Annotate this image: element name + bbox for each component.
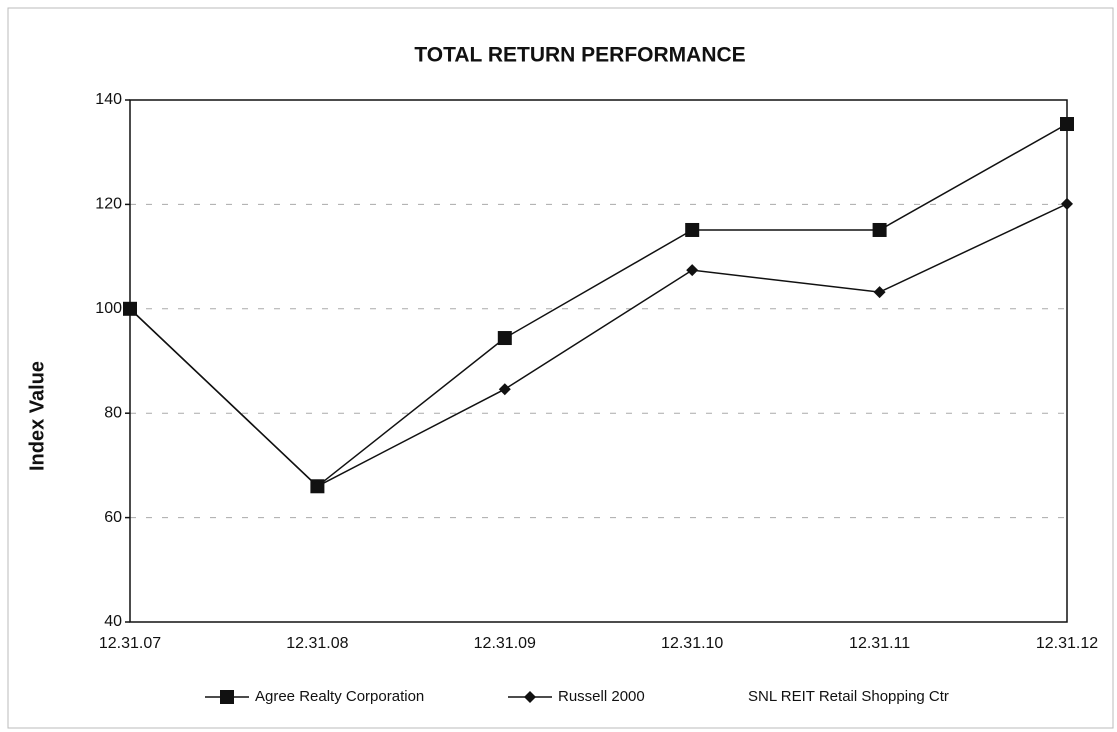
data-point [1060, 117, 1074, 132]
legend-label: SNL REIT Retail Shopping Ctr [748, 688, 949, 705]
chart-title: TOTAL RETURN PERFORMANCE [414, 44, 745, 67]
data-point [685, 222, 700, 237]
x-tick-label: 12.31.09 [474, 635, 536, 652]
x-tick-label: 12.31.12 [1036, 635, 1098, 652]
y-tick-label: 120 [95, 196, 122, 213]
y-tick-label: 60 [104, 509, 122, 526]
legend-label: Agree Realty Corporation [255, 688, 424, 705]
data-point [1061, 197, 1073, 210]
data-point [124, 302, 136, 315]
x-tick-label: 12.31.11 [849, 635, 910, 652]
legend-label: Russell 2000 [558, 688, 645, 705]
series-line [129, 123, 1068, 488]
legend-marker [524, 691, 536, 703]
data-point [872, 222, 887, 237]
x-tick-label: 12.31.10 [661, 635, 723, 652]
x-tick-label: 12.31.07 [99, 635, 161, 652]
plot-area [129, 99, 1068, 623]
y-tick-label: 100 [95, 300, 122, 317]
data-point [873, 286, 886, 299]
y-tick-label: 140 [95, 91, 122, 108]
data-point [498, 383, 511, 396]
legend-marker [220, 690, 234, 704]
data-point [686, 264, 699, 277]
y-tick-label: 40 [104, 613, 122, 630]
y-axis-label: Index Value [26, 361, 48, 471]
y-tick-label: 80 [104, 404, 122, 421]
frame [7, 7, 1114, 729]
series-line [129, 203, 1068, 488]
data-point [497, 331, 512, 346]
x-tick-label: 12.31.08 [286, 635, 348, 652]
data-point [311, 480, 324, 493]
